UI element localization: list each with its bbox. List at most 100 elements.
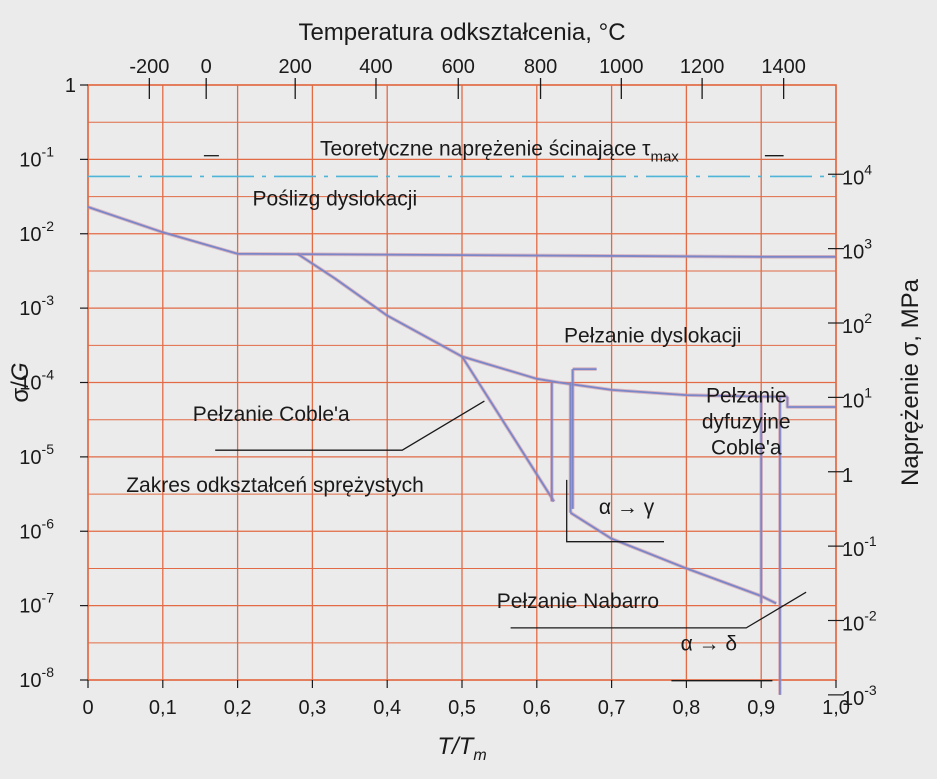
boundary-line-1 (296, 253, 560, 384)
left-tick-sup-8: -8 (42, 664, 55, 680)
left-tick-base-7: 10 (19, 596, 41, 618)
right-tick-label-0: 104 (842, 161, 872, 189)
right-tick-sup-0: 4 (864, 161, 872, 177)
left-axis-title-italic: G (7, 362, 34, 381)
bottom-tick-label-6: 0,6 (523, 697, 551, 719)
label-elastic-range: Zakres odkształceń sprężystych (126, 474, 424, 497)
right-tick-label-4: 1 (842, 465, 853, 487)
left-tick-base-8: 10 (19, 670, 41, 692)
left-tick-sup-6: -6 (42, 515, 55, 531)
right-tick-label-1: 103 (842, 236, 872, 264)
left-tick-sup-5: -5 (42, 441, 55, 457)
left-tick-base-4: 10 (19, 373, 41, 395)
boundary-line-3 (461, 356, 555, 502)
boundary-line-11 (786, 396, 836, 408)
left-tick-label-6: 10-6 (19, 515, 54, 543)
left-tick-base-0: 1 (65, 75, 76, 97)
right-tick-sup-6: -2 (864, 608, 877, 624)
left-tick-sup-2: -2 (42, 218, 55, 234)
top-tick-label-8: 1400 (761, 56, 806, 78)
label-diffusion-creep-line-1: dyfuzyjne (702, 411, 791, 434)
right-tick-sup-3: 1 (864, 384, 872, 400)
label-alpha-gamma: α → γ (599, 496, 655, 519)
right-tick-base-6: 10 (842, 614, 864, 636)
label-alpha-gamma-text: α → γ (599, 496, 655, 519)
label-diffusion-creep-line-2: Coble'a (711, 437, 782, 460)
top-tick-label-6: 1000 (599, 56, 644, 78)
mechanism-boundaries (87, 175, 836, 695)
label-coble-creep-text: Pełzanie Coble'a (193, 403, 350, 426)
leader-coble-creep (215, 400, 485, 451)
right-tick-base-4: 1 (842, 465, 853, 487)
left-axis-title: σ/G (7, 362, 34, 402)
bottom-axis-title: T/Tm (437, 733, 486, 764)
bottom-tick-label-7: 0,7 (598, 697, 626, 719)
label-diffusion-creep-line-0: Pełzanie (706, 385, 787, 408)
axis-titles: Temperatura odkształcenia, °C T/Tm σ/G Napr… (7, 19, 924, 764)
right-tick-label-6: 10-2 (842, 608, 877, 636)
left-tick-sup-3: -3 (42, 292, 55, 308)
bottom-tick-label-8: 0,8 (672, 697, 700, 719)
bottom-tick-label-4: 0,4 (373, 697, 401, 719)
left-tick-sup-7: -7 (42, 590, 55, 606)
bottom-tick-label-0: 0 (82, 697, 93, 719)
right-tick-base-2: 10 (842, 316, 864, 338)
right-tick-base-7: 10 (842, 688, 864, 710)
right-tick-sup-5: -1 (864, 533, 877, 549)
left-tick-base-6: 10 (19, 521, 41, 543)
label-diffusion-creep: Pełzanie dyfuzyjne Coble'a (702, 385, 791, 460)
right-tick-sup-7: -3 (864, 682, 877, 698)
left-tick-label-7: 10-7 (19, 590, 54, 618)
leader-alpha-gamma (566, 479, 664, 543)
left-tick-label-8: 10-8 (19, 664, 54, 692)
label-dislocation-creep: Pełzanie dyslokacji (564, 324, 741, 347)
left-tick-label-1: 10-1 (19, 143, 54, 171)
right-tick-sup-1: 3 (864, 236, 872, 252)
top-axis-title: Temperatura odkształcenia, °C (298, 19, 625, 46)
left-tick-label-3: 10-3 (19, 292, 54, 320)
bottom-axis-title-sub: m (473, 747, 486, 764)
right-tick-sup-2: 2 (864, 310, 872, 326)
right-tick-label-5: 10-1 (842, 533, 877, 561)
left-tick-label-2: 10-2 (19, 218, 54, 246)
right-tick-label-3: 101 (842, 384, 872, 412)
boundary-line-2 (559, 381, 788, 398)
label-tau-max-sub: max (650, 149, 679, 166)
label-alpha-delta: α → δ (681, 632, 738, 655)
boundary-line-0 (87, 206, 836, 258)
left-tick-label-0: 1 (65, 75, 76, 97)
bottom-tick-label-3: 0,3 (298, 697, 326, 719)
annotation-leader-lines (203, 155, 807, 682)
label-tau-max: Teoretyczne naprężenie ścinające τmax (320, 138, 679, 166)
axes: 0 0,1 0,2 0,3 0,4 0,5 0,6 0,7 0,8 0,9 1,0 -200 0 200 4… (19, 56, 877, 719)
label-alpha-delta-text: α → δ (681, 632, 738, 655)
annotations: Teoretyczne naprężenie ścinające τmax Poś… (126, 138, 790, 656)
top-tick-label-0: -200 (129, 56, 169, 78)
top-tick-label-1: 0 (201, 56, 212, 78)
left-tick-label-5: 10-5 (19, 441, 54, 469)
label-nabarro-creep: Pełzanie Nabarro (497, 590, 659, 613)
label-elastic-range-text: Zakres odkształceń sprężystych (126, 474, 424, 497)
bottom-axis-title-main: T/T (437, 733, 475, 760)
top-tick-label-7: 1200 (680, 56, 725, 78)
right-tick-base-1: 10 (842, 242, 864, 264)
right-axis-title: Naprężenie σ, MPa (897, 278, 924, 486)
bottom-tick-label-5: 0,5 (448, 697, 476, 719)
left-tick-base-2: 10 (19, 224, 41, 246)
top-tick-label-2: 200 (279, 56, 312, 78)
left-tick-base-1: 10 (19, 149, 41, 171)
label-coble-creep: Pełzanie Coble'a (193, 403, 350, 426)
bottom-tick-label-2: 0,2 (224, 697, 252, 719)
top-tick-label-4: 600 (442, 56, 475, 78)
right-tick-label-2: 102 (842, 310, 872, 338)
leader-nabarro-creep (510, 591, 807, 629)
left-tick-label-4: 10-4 (19, 367, 54, 395)
label-dislocation-glide: Poślizg dyslokacji (253, 187, 418, 210)
left-tick-base-5: 10 (19, 447, 41, 469)
bottom-tick-label-9: 0,9 (747, 697, 775, 719)
label-tau-max-text: Teoretyczne naprężenie ścinające τ (320, 138, 651, 161)
left-tick-base-3: 10 (19, 298, 41, 320)
label-nabarro-creep-text: Pełzanie Nabarro (497, 590, 659, 613)
